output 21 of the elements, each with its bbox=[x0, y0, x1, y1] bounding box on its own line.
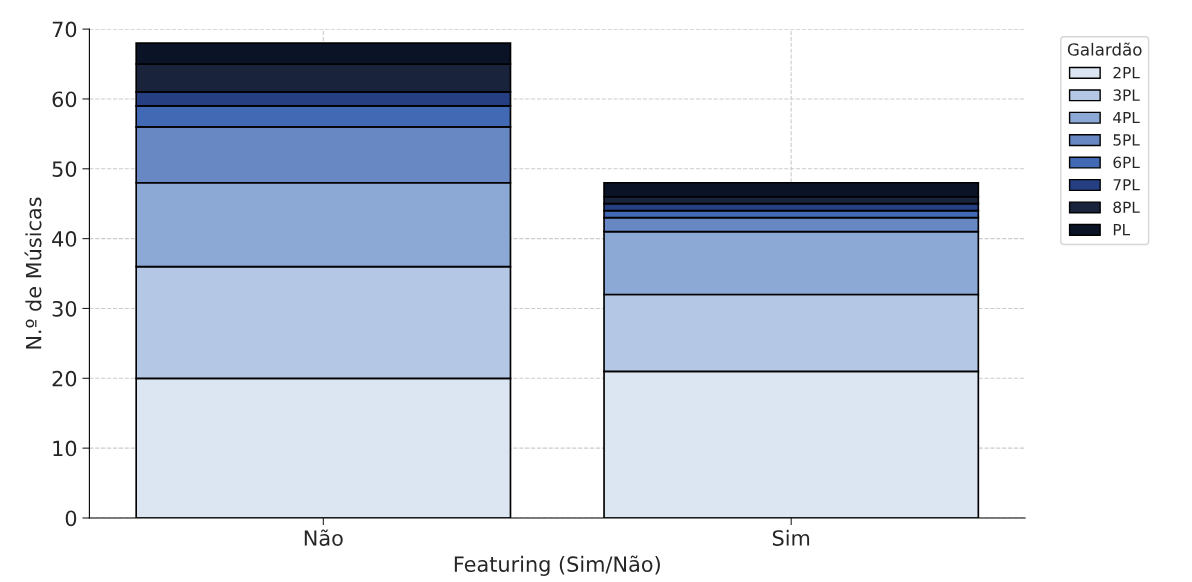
legend-label: 8PL bbox=[1113, 201, 1140, 213]
y-tick-label: 30 bbox=[52, 300, 77, 317]
y-tick-label: 60 bbox=[52, 91, 77, 108]
legend-label: 6PL bbox=[1113, 156, 1140, 169]
legend-label: 4PL bbox=[1113, 111, 1140, 124]
legend-label: 7PL bbox=[1113, 179, 1140, 191]
legend-title: Galardão bbox=[1067, 42, 1142, 56]
x-tick-label: Sim bbox=[772, 529, 810, 546]
y-tick-label: 70 bbox=[52, 21, 77, 38]
legend-label: PL bbox=[1113, 224, 1131, 236]
legend-label: 5PL bbox=[1113, 134, 1140, 146]
y-tick-label: 0 bbox=[65, 510, 77, 527]
y-tick-label: 10 bbox=[53, 440, 77, 457]
legend-label: 3PL bbox=[1113, 89, 1140, 101]
x-tick-label: Não bbox=[304, 529, 343, 546]
y-axis-title: N.º de Músicas bbox=[24, 197, 42, 349]
legend-label: 2PL bbox=[1113, 66, 1140, 79]
y-tick-label: 40 bbox=[52, 231, 77, 247]
y-tick-label: 50 bbox=[52, 161, 77, 177]
x-axis-title: Featuring (Sim/Não) bbox=[454, 555, 660, 577]
y-tick-label: 20 bbox=[52, 370, 77, 387]
